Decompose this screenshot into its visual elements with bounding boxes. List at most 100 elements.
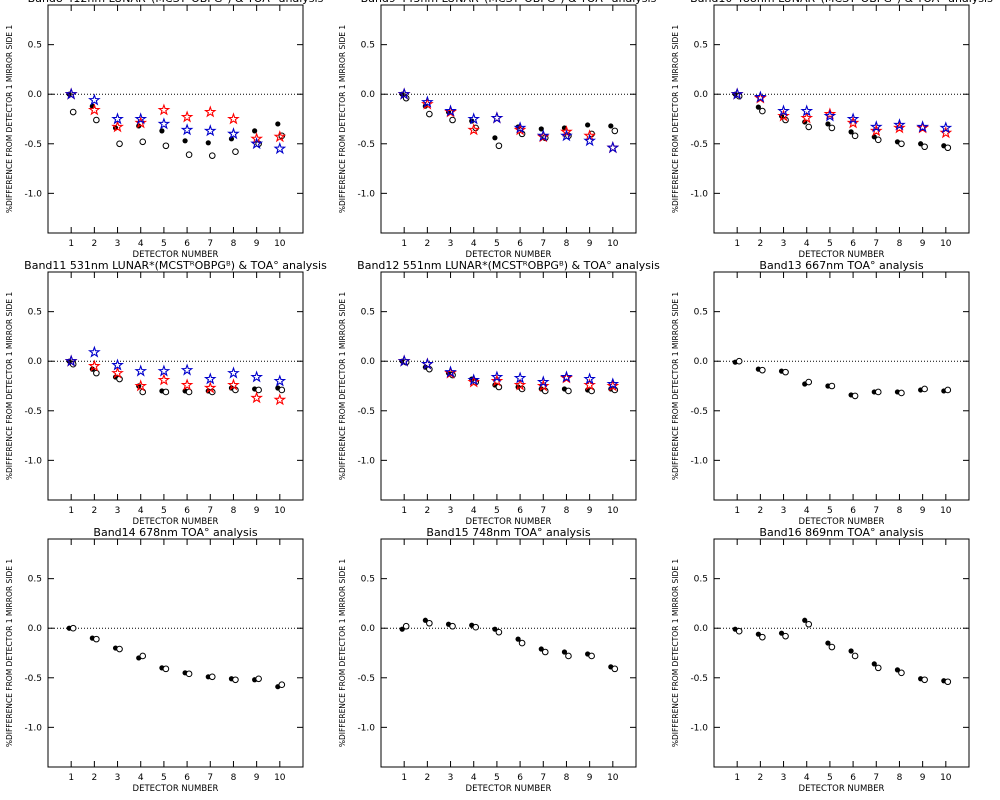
data-point-lunar-blue-star bbox=[869, 120, 883, 133]
data-point-lunar-blue-star bbox=[444, 104, 457, 117]
data-point-open bbox=[93, 369, 100, 377]
x-tick-label: 9 bbox=[254, 506, 260, 516]
data-point-open bbox=[735, 357, 743, 365]
data-point-filled bbox=[755, 104, 761, 110]
series-blue-star bbox=[397, 87, 620, 154]
y-tick-label: -1.0 bbox=[690, 189, 708, 199]
data-point-lunar-blue-star bbox=[753, 90, 767, 103]
x-tick-label: 7 bbox=[873, 239, 879, 249]
data-point-open bbox=[426, 619, 433, 627]
series-filled-circle bbox=[66, 625, 281, 690]
x-tick-label: 6 bbox=[517, 239, 523, 249]
data-point-lunar-red-star bbox=[180, 378, 194, 391]
x-tick-label: 9 bbox=[587, 773, 593, 783]
y-tick-label: -0.5 bbox=[357, 140, 375, 150]
data-point-lunar-red-star bbox=[467, 375, 481, 388]
y-axis-label: %DIFFERENCE FROM DETECTOR 1 MIRROR SIDE … bbox=[671, 25, 680, 213]
x-tick-label: 1 bbox=[401, 773, 407, 783]
data-point-open bbox=[851, 392, 859, 400]
plot-frame bbox=[380, 4, 637, 234]
x-tick-label: 7 bbox=[540, 506, 546, 516]
series-red-star bbox=[64, 87, 287, 145]
series-open-circle bbox=[402, 619, 619, 673]
series-filled-circle bbox=[732, 359, 947, 398]
data-point-lunar-red-star bbox=[203, 105, 217, 118]
data-point-lunar-red-star bbox=[87, 359, 101, 372]
x-tick-label: 9 bbox=[587, 506, 593, 516]
x-tick-label: 8 bbox=[231, 506, 237, 516]
x-tick-label: 8 bbox=[564, 773, 570, 783]
x-tick-label: 6 bbox=[850, 239, 856, 249]
y-tick-label: 0.0 bbox=[28, 624, 43, 634]
y-axis-label: %DIFFERENCE FROM DETECTOR 1 MIRROR SIDE … bbox=[5, 292, 14, 480]
data-point-open bbox=[116, 140, 123, 148]
y-tick-label: 0.5 bbox=[361, 308, 375, 318]
x-tick-label: 3 bbox=[115, 773, 121, 783]
data-point-open bbox=[162, 388, 170, 396]
data-point-filled bbox=[825, 640, 831, 646]
y-tick-label: -1.0 bbox=[24, 456, 42, 466]
x-tick-label: 4 bbox=[804, 773, 810, 783]
y-tick-label: 0.5 bbox=[28, 308, 42, 318]
x-tick-label: 1 bbox=[734, 773, 740, 783]
data-point-open bbox=[402, 622, 410, 630]
y-tick-label: 0.0 bbox=[694, 357, 709, 367]
x-tick-label: 8 bbox=[897, 239, 903, 249]
chart-panel-8: Band15 748nm TOA° analysis -1.0 -0.5 0.0 0.5… bbox=[338, 526, 637, 794]
x-tick-label: 9 bbox=[920, 773, 926, 783]
x-tick-label: 5 bbox=[494, 506, 500, 516]
data-point-lunar-red-star bbox=[893, 121, 906, 134]
plot-frame bbox=[47, 538, 304, 768]
data-point-open bbox=[449, 622, 456, 630]
data-point-filled bbox=[608, 123, 614, 129]
data-point-open bbox=[278, 681, 286, 689]
y-tick-label: -0.5 bbox=[690, 140, 708, 150]
chart-title: Band11 531nm LUNAR*(MCSTᴿOBPGᴮ) & TOA° a… bbox=[24, 259, 327, 272]
x-tick-label: 7 bbox=[207, 506, 213, 516]
x-tick-label: 7 bbox=[207, 239, 213, 249]
x-tick-label: 3 bbox=[781, 506, 787, 516]
y-tick-label: -0.5 bbox=[357, 407, 375, 417]
data-point-open bbox=[208, 152, 216, 159]
data-point-open bbox=[898, 669, 905, 677]
x-tick-label: 10 bbox=[940, 239, 952, 249]
data-point-lunar-blue-star bbox=[606, 141, 620, 154]
data-point-open bbox=[185, 151, 193, 158]
chart-panel-1: Band8 412nm LUNAR*(MCSTᴿOBPGᴮ) & TOA° an… bbox=[5, 0, 324, 260]
data-point-open bbox=[874, 664, 882, 672]
x-tick-label: 5 bbox=[161, 773, 167, 783]
data-point-lunar-blue-star bbox=[939, 121, 953, 134]
plot-frame bbox=[380, 538, 637, 768]
x-tick-label: 3 bbox=[448, 773, 454, 783]
x-axis-label: DETECTOR NUMBER bbox=[466, 784, 552, 794]
data-point-open bbox=[495, 628, 503, 636]
chart-panel-7: Band14 678nm TOA° analysis -1.0 -0.5 0.0 0.5… bbox=[5, 526, 304, 794]
y-tick-label: 0.0 bbox=[694, 624, 709, 634]
data-point-open bbox=[828, 382, 836, 390]
data-point-open bbox=[921, 385, 928, 393]
x-axis-label: DETECTOR NUMBER bbox=[466, 250, 552, 260]
y-tick-label: -0.5 bbox=[357, 674, 375, 684]
x-tick-label: 3 bbox=[448, 239, 454, 249]
x-axis-label: DETECTOR NUMBER bbox=[799, 517, 885, 527]
data-point-open bbox=[472, 623, 480, 631]
data-point-lunar-blue-star bbox=[583, 372, 596, 385]
data-point-lunar-red-star bbox=[273, 393, 287, 406]
plot-frame bbox=[713, 538, 970, 768]
y-tick-label: 0.5 bbox=[694, 308, 708, 318]
data-point-lunar-red-star bbox=[777, 109, 790, 122]
x-tick-label: 3 bbox=[781, 773, 787, 783]
data-point-filled bbox=[802, 617, 808, 623]
data-point-lunar-red-star bbox=[513, 378, 527, 391]
x-tick-label: 7 bbox=[540, 773, 546, 783]
data-point-open bbox=[541, 648, 549, 656]
data-point-filled bbox=[182, 138, 188, 144]
data-point-lunar-blue-star bbox=[157, 117, 171, 130]
data-point-lunar-blue-star bbox=[250, 137, 264, 150]
data-point-lunar-blue-star bbox=[513, 371, 527, 384]
x-tick-label: 1 bbox=[734, 239, 740, 249]
y-axis-label: %DIFFERENCE FROM DETECTOR 1 MIRROR SIDE … bbox=[5, 559, 14, 747]
x-tick-label: 4 bbox=[804, 506, 810, 516]
y-tick-label: 0.0 bbox=[28, 90, 43, 100]
